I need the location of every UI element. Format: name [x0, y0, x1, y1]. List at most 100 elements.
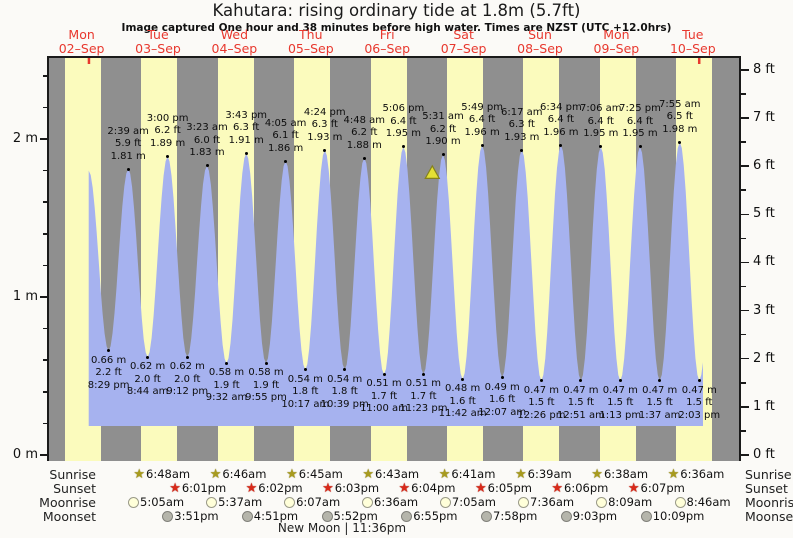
left-axis-tick [40, 138, 48, 140]
sunrise-row-label-right: Sunrise [745, 467, 792, 482]
tide-label-line: 8:29 pm [87, 379, 130, 391]
sunset-time: 6:02pm [258, 481, 303, 495]
moonset-row-label: Moonset [42, 509, 96, 524]
tide-label-line: 0.47 m [681, 384, 717, 396]
low-tide-dot [382, 372, 386, 376]
data-start-tick [87, 57, 91, 64]
sunrise-time: 6:43am [375, 467, 420, 481]
tide-label-line: 7:55 am [659, 98, 701, 110]
left-axis-label: 0 m [12, 447, 38, 462]
high-tide-label: 6:17 am 6.3 ft 1.93 m [484, 107, 560, 145]
high-tide-dot [638, 145, 642, 149]
moonrise-time: 6:36am [374, 495, 419, 509]
moonrise-time: 5:05am [140, 495, 185, 509]
right-axis-tick [741, 309, 749, 312]
day-date: 07–Sep [440, 41, 487, 56]
high-tide-label: 5:31 am 6.2 ft 1.90 m [405, 111, 481, 149]
low-tide-dot [185, 355, 189, 359]
right-axis-tick [741, 141, 746, 143]
moonset-icon [640, 510, 652, 522]
high-tide-dot [599, 145, 603, 149]
moonrise-icon [362, 496, 373, 508]
low-tide-dot [343, 368, 347, 372]
day-date: 10–Sep [669, 41, 716, 56]
right-axis-label: 5 ft [753, 206, 775, 222]
high-tide-label: 4:48 am 6.2 ft 1.88 m [326, 115, 402, 153]
tide-label-line: 0.47 m [523, 384, 559, 396]
tide-label-line: 0.47 m [602, 384, 638, 396]
day-date: 09–Sep [593, 41, 640, 56]
sunrise-star-icon: ★ [209, 466, 222, 482]
high-tide-dot [362, 156, 366, 160]
left-axis-tick [43, 327, 48, 330]
high-tide-dot [678, 140, 682, 144]
sunset-marker: ★ 6:01pm [169, 481, 226, 495]
left-axis-tick [43, 391, 48, 393]
sunset-time: 6:07pm [640, 481, 685, 495]
high-tide-dot [323, 148, 327, 152]
left-axis-tick [40, 454, 48, 456]
tide-label-line: 12:51 am [556, 409, 605, 421]
right-axis-tick [741, 93, 746, 95]
tide-label-line: 9:32 am [205, 392, 248, 404]
tide-label-line: 1.7 ft [410, 390, 437, 402]
tide-label-line: 5:49 pm [461, 101, 503, 113]
moonset-time: 4:51pm [253, 509, 299, 523]
tide-label-line: 1.5 ft [567, 397, 595, 409]
tide-curve [87, 57, 703, 426]
moonset-icon [481, 510, 492, 522]
tide-label-line: 0.66 m [91, 354, 127, 366]
tide-label-line: 0.51 m [405, 378, 441, 390]
low-tide-label: 0.51 m 1.7 ft 11:23 pm [385, 378, 461, 416]
low-tide-dot [697, 379, 701, 383]
sunrise-row-label: Sunrise [49, 467, 96, 482]
tide-label-line: 2.0 ft [134, 373, 161, 385]
sunset-time: 6:01pm [181, 481, 227, 495]
day-weekday: Sun [528, 27, 552, 42]
sunset-marker: ★ 6:06pm [551, 481, 608, 495]
low-tide-label: 0.54 m 1.8 ft 10:39 pm [307, 374, 383, 412]
tide-label-line: 1.93 m [307, 131, 343, 143]
tide-label-line: 6.4 ft [547, 114, 575, 126]
tide-label-line: 1.83 m [189, 147, 225, 159]
low-tide-dot [539, 379, 543, 383]
sunset-star-icon: ★ [322, 480, 334, 496]
moonset-time: 9:03pm [572, 509, 618, 523]
tide-label-line: 6.3 ft [233, 122, 260, 134]
sunrise-star-icon: ★ [133, 466, 146, 482]
low-tide-dot [146, 355, 150, 359]
sunset-marker: ★ 6:02pm [246, 481, 303, 495]
sunrise-time: 6:45am [298, 467, 343, 481]
high-tide-label: 6:34 pm 6.4 ft 1.96 m [523, 102, 599, 140]
low-tide-dot [107, 349, 111, 353]
day-weekday: Thu [299, 27, 323, 42]
sunrise-marker: ★ 6:36am [668, 467, 725, 481]
tide-label-line: 6.2 ft [154, 125, 181, 137]
sunset-time: 6:04pm [411, 481, 456, 495]
tide-label-line: 0.47 m [642, 384, 678, 396]
data-end-tick [697, 57, 701, 64]
right-axis-tick [741, 285, 746, 288]
right-axis-tick [741, 454, 749, 456]
low-tide-label: 0.62 m 2.0 ft 9:12 pm [149, 361, 225, 399]
sunset-marker: ★ 6:05pm [475, 481, 532, 495]
high-tide-label: 7:06 am 6.4 ft 1.95 m [563, 103, 639, 141]
left-axis-line [47, 57, 49, 461]
tide-label-line: 6.5 ft [666, 111, 693, 123]
low-tide-label: 0.47 m 1.5 ft 2:03 pm [661, 385, 737, 423]
tide-label-line: 1.9 ft [213, 379, 240, 391]
high-tide-dot [284, 159, 288, 163]
tide-label-line: 1.91 m [228, 134, 264, 146]
day-weekday: Mon [603, 27, 630, 42]
tide-label-line: 1.5 ft [686, 397, 713, 409]
low-tide-label: 0.47 m 1.5 ft 12:26 pm [503, 385, 579, 423]
moonset-marker: 4:51pm [241, 509, 299, 523]
sunrise-marker: ★ 6:38am [591, 467, 648, 481]
left-axis-label: 1 m [12, 289, 38, 304]
high-tide-dot [401, 145, 405, 149]
right-axis-label: 1 ft [753, 398, 775, 414]
tide-label-line: 1.90 m [425, 136, 461, 148]
tide-label-line: 2.0 ft [174, 373, 201, 385]
moonset-marker: 10:09pm [640, 509, 704, 523]
tide-label-line: 0.54 m [327, 373, 363, 385]
